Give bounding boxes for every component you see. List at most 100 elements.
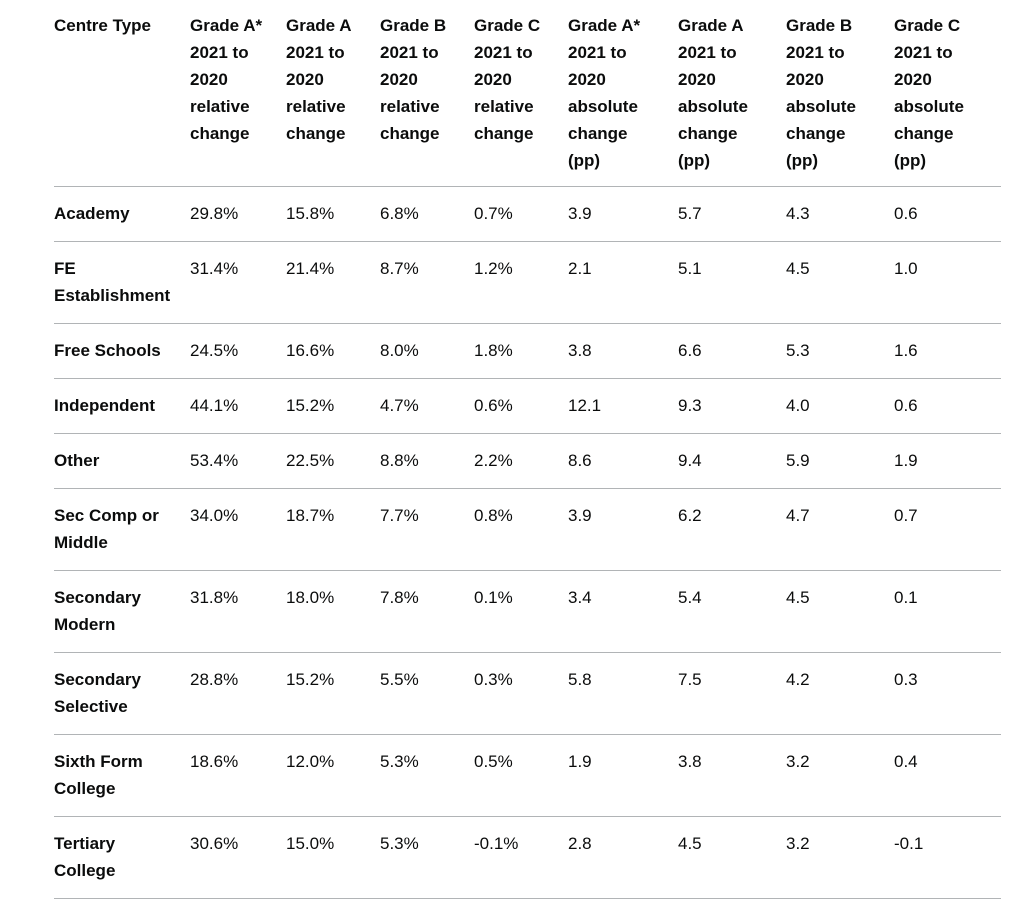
column-header: Grade B 2021 to 2020 relative change [380, 0, 474, 187]
table-cell: 53.4% [190, 433, 286, 489]
table-row: Secondary Selective 28.8% 15.2% 5.5% 0.3% 5.8… [54, 652, 1001, 735]
table-cell: 4.5 [786, 570, 894, 653]
table-cell: 6.6 [678, 323, 786, 379]
table-cell: 18.7% [286, 488, 380, 571]
table-cell: 5.5% [380, 652, 474, 735]
table-cell: -0.1% [474, 816, 568, 899]
table-cell: -0.1 [894, 816, 1001, 899]
table-cell: 8.6 [568, 433, 678, 489]
column-header: Grade A* 2021 to 2020 relative change [190, 0, 286, 187]
table-cell: 2.2% [474, 433, 568, 489]
table-cell: 1.9 [894, 433, 1001, 489]
row-header: Tertiary College [54, 816, 190, 899]
table-cell: 3.8 [678, 734, 786, 817]
table-cell: 21.4% [286, 241, 380, 324]
table-cell: 6.2 [678, 488, 786, 571]
table-cell: 7.5 [678, 652, 786, 735]
table-cell: 0.6% [474, 378, 568, 434]
column-header: Grade C 2021 to 2020 relative change [474, 0, 568, 187]
row-header: Sixth Form College [54, 734, 190, 817]
table-row: Tertiary College 30.6% 15.0% 5.3% -0.1% 2.8 4.… [54, 816, 1001, 899]
table-cell: 2.1 [568, 241, 678, 324]
table-cell: 0.3% [474, 652, 568, 735]
table-cell: 4.5 [678, 816, 786, 899]
table-cell: 28.8% [190, 652, 286, 735]
table-cell: 4.5 [786, 241, 894, 324]
table-cell: 1.2% [474, 241, 568, 324]
column-header: Grade A 2021 to 2020 relative change [286, 0, 380, 187]
table-cell: 44.1% [190, 378, 286, 434]
table-cell: 0.7 [894, 488, 1001, 571]
table-cell: 7.8% [380, 570, 474, 653]
table-cell: 0.8% [474, 488, 568, 571]
column-header: Grade A 2021 to 2020 absolute change (pp… [678, 0, 786, 187]
table-cell: 3.9 [568, 488, 678, 571]
table-cell: 3.4 [568, 570, 678, 653]
table-cell: 12.1 [568, 378, 678, 434]
table-cell: 9.3 [678, 378, 786, 434]
table-row: Academy 29.8% 15.8% 6.8% 0.7% 3.9 5.7 4.3 0.6 [54, 186, 1001, 242]
table-cell: 8.8% [380, 433, 474, 489]
table-cell: 5.9 [786, 433, 894, 489]
table-cell: 5.4 [678, 570, 786, 653]
column-header: Centre Type [54, 0, 190, 187]
table-cell: 5.8 [568, 652, 678, 735]
table-cell: 0.4 [894, 734, 1001, 817]
row-header: Secondary Selective [54, 652, 190, 735]
table-row: FE Establishment 31.4% 21.4% 8.7% 1.2% 2.1 5.1… [54, 241, 1001, 324]
table-cell: 4.7% [380, 378, 474, 434]
table-cell: 29.8% [190, 186, 286, 242]
table-cell: 1.8% [474, 323, 568, 379]
table-cell: 7.7% [380, 488, 474, 571]
table-cell: 15.0% [286, 816, 380, 899]
table-cell: 0.6 [894, 186, 1001, 242]
table-body: Academy 29.8% 15.8% 6.8% 0.7% 3.9 5.7 4.3 0.6 FE … [54, 186, 1001, 899]
table-cell: 30.6% [190, 816, 286, 899]
table-cell: 0.1% [474, 570, 568, 653]
table-cell: 0.7% [474, 186, 568, 242]
table-cell: 0.1 [894, 570, 1001, 653]
table-cell: 12.0% [286, 734, 380, 817]
row-header: Independent [54, 378, 190, 434]
table-cell: 31.8% [190, 570, 286, 653]
row-header: Sec Comp or Middle [54, 488, 190, 571]
table-cell: 31.4% [190, 241, 286, 324]
row-header: Academy [54, 186, 190, 242]
column-header: Grade A* 2021 to 2020 absolute change (p… [568, 0, 678, 187]
table-cell: 8.7% [380, 241, 474, 324]
table-row: Free Schools 24.5% 16.6% 8.0% 1.8% 3.8 6.6 5.3 1… [54, 323, 1001, 379]
table-cell: 8.0% [380, 323, 474, 379]
row-header: Other [54, 433, 190, 489]
table-row: Sixth Form College 18.6% 12.0% 5.3% 0.5% 1.9 3… [54, 734, 1001, 817]
table-cell: 22.5% [286, 433, 380, 489]
table-cell: 4.2 [786, 652, 894, 735]
table-row: Independent 44.1% 15.2% 4.7% 0.6% 12.1 9.3 4.0 0… [54, 378, 1001, 434]
table-cell: 18.6% [190, 734, 286, 817]
table-cell: 4.3 [786, 186, 894, 242]
table-cell: 15.2% [286, 378, 380, 434]
table-cell: 1.0 [894, 241, 1001, 324]
column-header: Grade C 2021 to 2020 absolute change (pp… [894, 0, 1001, 187]
table-cell: 0.3 [894, 652, 1001, 735]
table-cell: 1.9 [568, 734, 678, 817]
table-cell: 6.8% [380, 186, 474, 242]
table-cell: 16.6% [286, 323, 380, 379]
table-cell: 24.5% [190, 323, 286, 379]
column-header: Grade B 2021 to 2020 absolute change (pp… [786, 0, 894, 187]
table-cell: 3.2 [786, 816, 894, 899]
table-row: Secondary Modern 31.8% 18.0% 7.8% 0.1% 3.4 5.4… [54, 570, 1001, 653]
table-cell: 3.9 [568, 186, 678, 242]
table-cell: 5.7 [678, 186, 786, 242]
table-cell: 0.6 [894, 378, 1001, 434]
table-cell: 15.2% [286, 652, 380, 735]
table-cell: 3.2 [786, 734, 894, 817]
table-cell: 9.4 [678, 433, 786, 489]
table-cell: 18.0% [286, 570, 380, 653]
table-cell: 15.8% [286, 186, 380, 242]
table-cell: 0.5% [474, 734, 568, 817]
table-cell: 5.3% [380, 734, 474, 817]
table-cell: 1.6 [894, 323, 1001, 379]
table-cell: 5.1 [678, 241, 786, 324]
table-cell: 5.3% [380, 816, 474, 899]
